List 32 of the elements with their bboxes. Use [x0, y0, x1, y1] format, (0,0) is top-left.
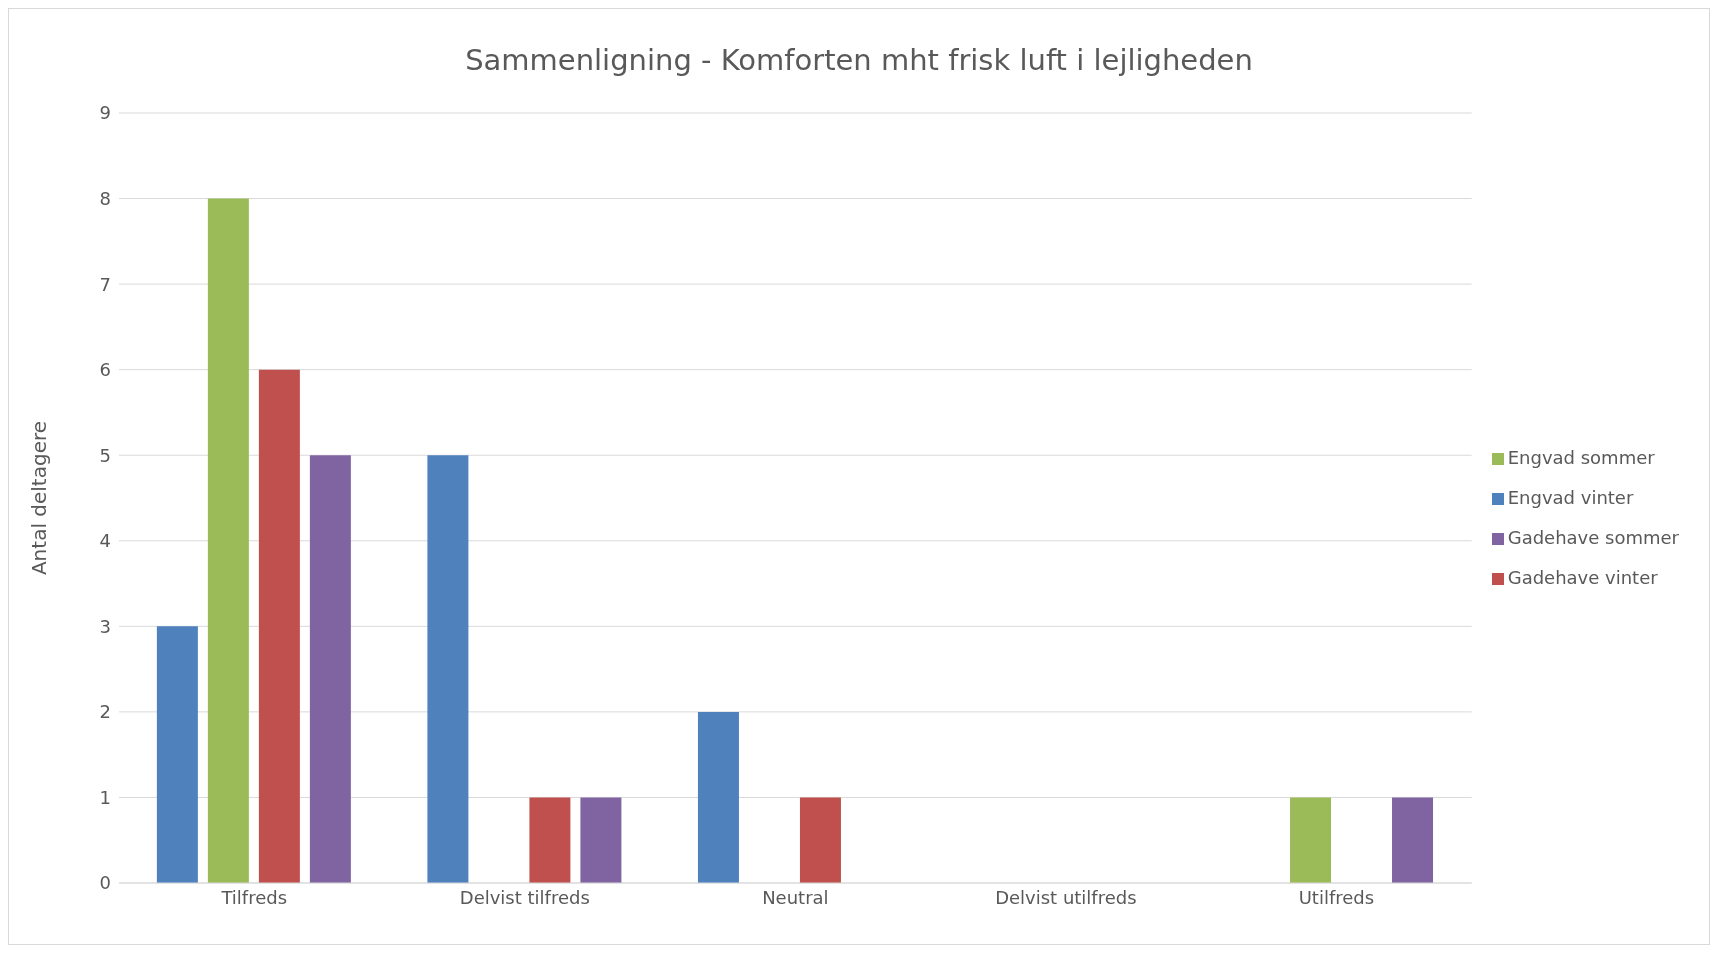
- y-axis-title: Antal deltagere: [27, 420, 52, 576]
- bar: [309, 455, 351, 883]
- bar: [529, 797, 571, 883]
- y-tick-label: 8: [99, 187, 111, 209]
- bar: [207, 198, 249, 883]
- bar: [1392, 797, 1434, 883]
- legend-label: Engvad sommer: [1507, 447, 1655, 468]
- x-tick-label: Utilfreds: [1298, 886, 1375, 908]
- chart-title: Sammenligning - Komforten mht frisk luft i lejligheden: [464, 42, 1254, 79]
- y-tick-label: 6: [99, 359, 111, 381]
- x-tick-label: Delvist utilfreds: [995, 886, 1137, 908]
- legend-label: Gadehave vinter: [1507, 567, 1658, 588]
- y-tick-label: 9: [99, 102, 111, 124]
- y-tick-label: 5: [99, 444, 111, 466]
- bar: [156, 626, 198, 883]
- legend-label: Gadehave sommer: [1507, 527, 1679, 548]
- legend-label: Engvad vinter: [1507, 487, 1634, 508]
- bar: [799, 797, 841, 883]
- y-tick-label: 3: [99, 615, 111, 637]
- y-tick-label: 4: [99, 530, 111, 552]
- bar: [1290, 797, 1332, 883]
- y-tick-label: 1: [99, 786, 111, 808]
- x-tick-label: Neutral: [762, 886, 829, 908]
- bar: [580, 797, 622, 883]
- bar: [427, 455, 469, 883]
- bar: [697, 711, 739, 883]
- y-tick-label: 0: [99, 872, 111, 894]
- x-tick-label: Delvist tilfreds: [459, 886, 590, 908]
- y-tick-label: 7: [99, 273, 111, 295]
- bar: [258, 369, 300, 883]
- y-tick-label: 2: [99, 701, 111, 723]
- x-tick-label: Tilfreds: [220, 886, 288, 908]
